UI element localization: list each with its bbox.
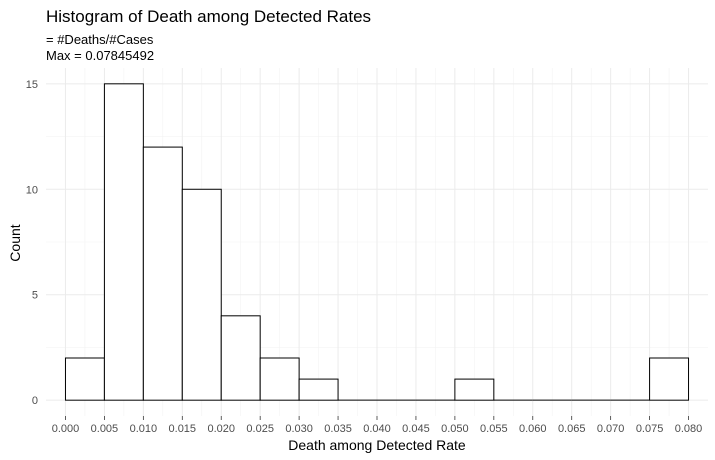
chart-subtitle-line-1: = #Deaths/#Cases xyxy=(46,32,154,47)
histogram-bar xyxy=(181,188,222,401)
x-tick-label: 0.055 xyxy=(480,423,508,435)
x-tick-label: 0.060 xyxy=(519,423,547,435)
y-tick-label: 15 xyxy=(26,79,38,91)
histogram-bar xyxy=(64,357,105,401)
x-tick-label: 0.000 xyxy=(52,423,80,435)
histogram-bar xyxy=(259,357,300,401)
histogram-bar xyxy=(142,146,183,401)
x-axis-title: Death among Detected Rate xyxy=(288,437,466,453)
histogram-bar xyxy=(220,315,261,401)
y-tick-label: 10 xyxy=(26,184,38,196)
x-axis-ticks: 0.000 0.005 0.010 0.015 0.020 0.025 0.030 0.035… xyxy=(52,416,703,435)
x-tick-label: 0.030 xyxy=(285,423,313,435)
y-axis-ticks: 0 5 10 15 xyxy=(26,79,38,407)
x-tick-label: 0.010 xyxy=(130,423,158,435)
histogram-bars xyxy=(64,83,690,401)
y-tick-label: 5 xyxy=(32,290,38,302)
x-tick-label: 0.080 xyxy=(675,423,703,435)
x-tick-label: 0.035 xyxy=(324,423,352,435)
x-tick-label: 0.005 xyxy=(91,423,119,435)
chart-title: Histogram of Death among Detected Rates xyxy=(46,7,371,26)
chart-subtitle-line-2: Max = 0.07845492 xyxy=(46,48,154,63)
x-tick-label: 0.050 xyxy=(441,423,469,435)
histogram-bar xyxy=(103,83,144,401)
x-tick-label: 0.020 xyxy=(207,423,235,435)
x-tick-label: 0.015 xyxy=(169,423,197,435)
y-tick-label: 0 xyxy=(32,395,38,407)
histogram-bar xyxy=(298,378,339,401)
x-tick-label: 0.075 xyxy=(636,423,664,435)
x-tick-label: 0.065 xyxy=(558,423,586,435)
y-axis-title: Count xyxy=(7,224,23,261)
x-tick-label: 0.045 xyxy=(402,423,430,435)
x-tick-label: 0.070 xyxy=(597,423,625,435)
histogram-bar xyxy=(649,357,690,401)
histogram-bar xyxy=(454,378,495,401)
x-tick-label: 0.025 xyxy=(246,423,274,435)
x-tick-label: 0.040 xyxy=(363,423,391,435)
